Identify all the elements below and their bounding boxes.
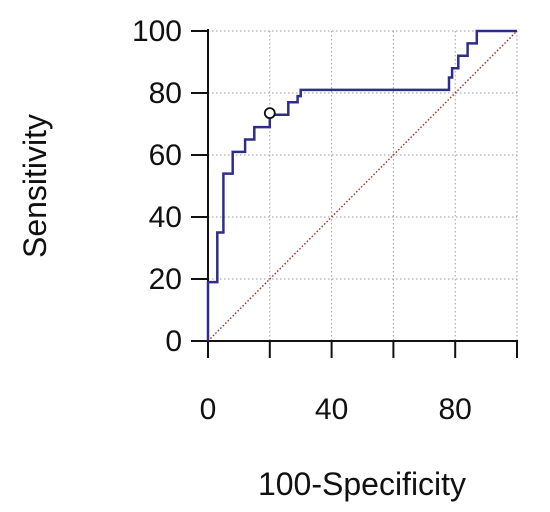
- y-tick-label: 100: [132, 15, 182, 48]
- series-layer: [206, 29, 518, 342]
- y-tick-label: 60: [149, 139, 182, 172]
- y-tick-label: 0: [165, 325, 182, 358]
- axis-layer: [191, 29, 518, 358]
- x-tick-label: 80: [439, 393, 472, 426]
- x-axis-label: 100-Specificity: [258, 466, 466, 502]
- x-tick-label: 40: [315, 393, 348, 426]
- tick-label-layer: 0 20 40 60 80 100 0 40 80: [132, 15, 472, 426]
- x-tick-label: 0: [200, 393, 217, 426]
- roc-curve-line: [206, 29, 517, 341]
- y-tick-label: 40: [149, 201, 182, 234]
- y-axis-label: Sensitivity: [17, 114, 53, 258]
- y-tick-label: 20: [149, 263, 182, 296]
- optimal-cutoff-marker: [263, 107, 276, 120]
- reference-line: [207, 30, 518, 342]
- y-tick-label: 80: [149, 77, 182, 110]
